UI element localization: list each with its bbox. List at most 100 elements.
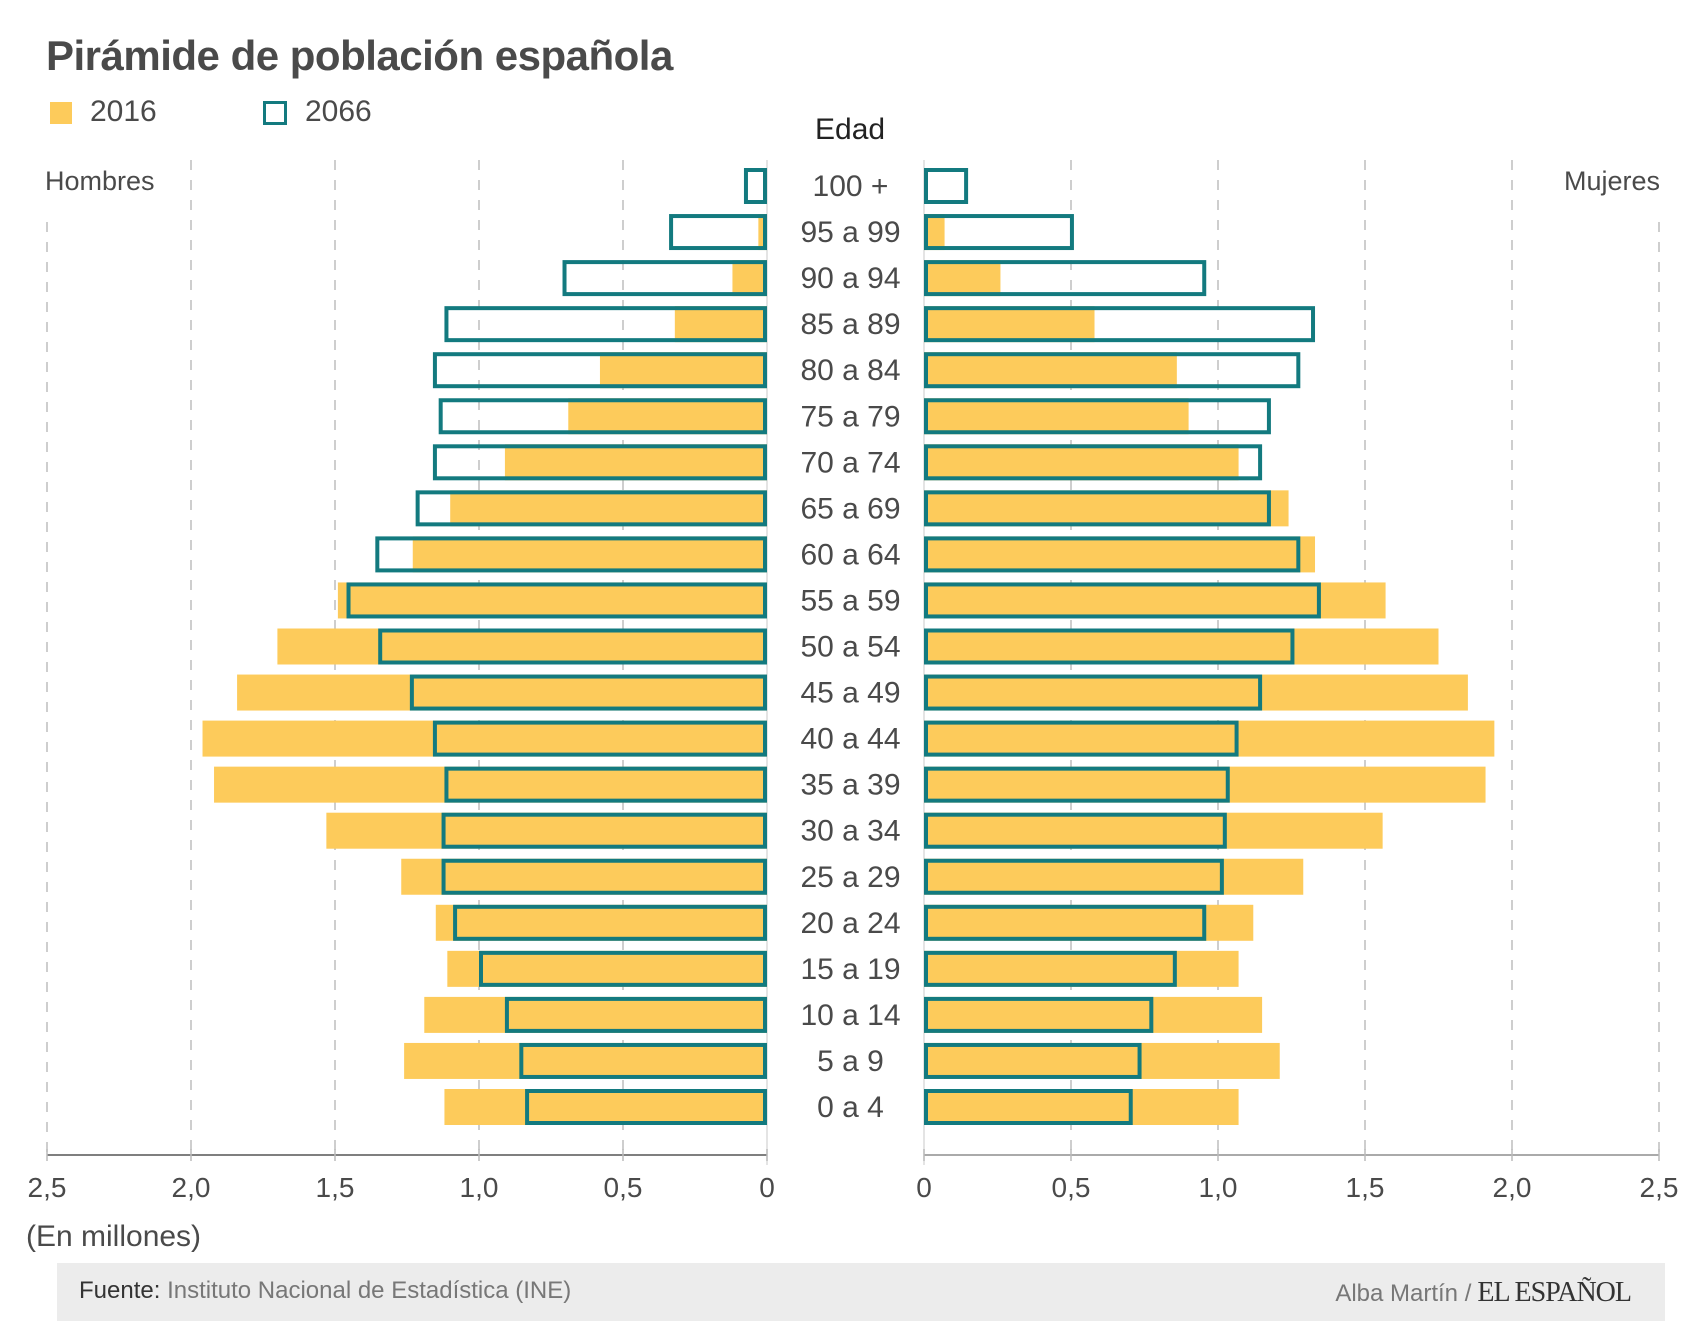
x-tick-label-left: 2,0 (172, 1172, 211, 1203)
bar-men-2066 (441, 858, 767, 895)
bar-women-2066 (924, 766, 1230, 803)
bar-men-2066 (409, 674, 767, 711)
chart-title: Pirámide de población española (46, 32, 673, 79)
bar-women-2066 (924, 306, 1316, 343)
bar-men-2016 (202, 720, 767, 757)
x-tick-label-right: 0 (916, 1172, 932, 1203)
bar-women-2066 (924, 444, 1263, 481)
bar-men-2016 (337, 582, 767, 619)
bar-women-2016 (924, 1089, 1239, 1125)
bar-women-2016 (924, 260, 1001, 297)
bar-women-2016 (924, 214, 945, 251)
axes: 0 0 0,5 0,5 1,0 1,0 1,5 1,5 2,0 2,0 2,5 2,5 (28, 1149, 1679, 1203)
bar-women-2066 (924, 628, 1295, 665)
bar-men-2016 (401, 858, 767, 895)
x-tick-label-left: 0,5 (604, 1172, 643, 1203)
bar-women-2066 (924, 950, 1177, 987)
x-tick-label-right: 1,5 (1346, 1172, 1385, 1203)
bar-men-2066 (432, 444, 767, 481)
bar-women-2016 (924, 444, 1239, 481)
age-group-label: 65 a 69 (800, 492, 900, 525)
bar-women-2016 (924, 720, 1495, 757)
footer-source: Fuente: Instituto Nacional de Estadístic… (79, 1277, 571, 1305)
age-group-label: 55 a 59 (800, 584, 900, 617)
bar-men-2066 (415, 490, 767, 527)
bar-women-2066 (924, 674, 1263, 711)
x-tick-label-right: 2,5 (1640, 1172, 1679, 1203)
age-group-label: 80 a 84 (800, 354, 900, 387)
bar-men-2016 (568, 398, 767, 435)
bar-women-2016 (924, 1042, 1280, 1079)
legend-label-2016: 2016 (90, 95, 157, 128)
bar-men-2066 (441, 812, 767, 849)
bar-women-2066 (924, 490, 1271, 527)
bar-women-2016 (924, 766, 1486, 803)
bars (202, 168, 1495, 1125)
x-tick-label-right: 1,0 (1199, 1172, 1238, 1203)
bar-women-2066 (924, 858, 1224, 895)
age-group-label: 10 a 14 (800, 999, 900, 1032)
bar-men-2016 (599, 352, 767, 389)
bar-women-2016 (924, 398, 1189, 435)
bar-women-2066 (924, 352, 1301, 389)
bar-women-2066 (924, 398, 1271, 435)
bar-men-2016 (424, 996, 767, 1033)
bar-men-2066 (743, 168, 768, 204)
age-group-label: 40 a 44 (800, 723, 900, 756)
bar-women-2016 (924, 674, 1468, 711)
bar-women-2066 (924, 582, 1321, 619)
age-group-label: 25 a 29 (800, 861, 900, 894)
x-tick-label-left: 1,0 (460, 1172, 499, 1203)
age-group-label: 30 a 34 (800, 815, 900, 848)
x-tick-label-left: 0 (759, 1172, 775, 1203)
footer: Fuente: Instituto Nacional de Estadístic… (57, 1263, 1665, 1321)
bar-women-2016 (924, 628, 1439, 665)
bar-women-2066 (924, 260, 1207, 297)
age-group-label: 15 a 19 (800, 953, 900, 986)
bar-women-2066 (924, 1089, 1133, 1125)
bar-women-2066 (924, 720, 1239, 757)
footer-credit: Alba Martín / EL ESPAÑOL (1335, 1277, 1632, 1309)
bar-men-2016 (444, 1089, 767, 1125)
bar-men-2066 (519, 1042, 767, 1079)
author-credit: Alba Martín / (1335, 1280, 1472, 1307)
bar-women-2066 (924, 812, 1227, 849)
bar-men-2066 (378, 628, 767, 665)
age-group-label: 20 a 24 (800, 907, 900, 940)
bar-women-2066 (924, 536, 1301, 573)
bar-men-2066 (432, 352, 767, 389)
bar-men-2066 (479, 950, 767, 987)
legend-label-2066: 2066 (305, 95, 372, 128)
population-pyramid-chart: 0 0 0,5 0,5 1,0 1,0 1,5 1,5 2,0 2,0 2,5 2,5 100 + 95… (28, 160, 1679, 1203)
bar-men-2016 (758, 214, 767, 251)
bar-men-2016 (277, 628, 767, 665)
age-group-label: 5 a 9 (817, 1045, 884, 1078)
bar-women-2016 (924, 352, 1177, 389)
age-group-label: 45 a 49 (800, 677, 900, 710)
source-value: Instituto Nacional de Estadística (INE) (167, 1277, 572, 1304)
bar-men-2066 (504, 996, 767, 1033)
bar-men-2016 (450, 490, 767, 527)
bar-women-2016 (924, 996, 1263, 1033)
bar-women-2066 (924, 904, 1207, 941)
bar-men-2066 (375, 536, 767, 573)
x-tick-label-left: 1,5 (316, 1172, 355, 1203)
bar-men-2016 (237, 674, 767, 711)
age-group-label: 60 a 64 (800, 538, 900, 571)
age-group-label: 35 a 39 (800, 769, 900, 802)
bar-men-2066 (432, 720, 767, 757)
bar-women-2016 (924, 812, 1383, 849)
bar-men-2066 (669, 214, 768, 251)
age-group-label: 95 a 99 (800, 216, 900, 249)
bar-women-2016 (924, 536, 1316, 573)
bar-men-2066 (453, 904, 767, 941)
legend-swatch-2016 (50, 102, 72, 124)
bar-women-2066 (924, 1042, 1142, 1079)
bar-men-2066 (444, 306, 767, 343)
labels: 100 + 95 a 99 90 a 94 85 a 89 80 a 84 75 a 79… (800, 170, 900, 1124)
age-group-label: 90 a 94 (800, 262, 900, 295)
age-group-label: 75 a 79 (800, 400, 900, 433)
x-tick-label-right: 0,5 (1052, 1172, 1091, 1203)
bar-women-2016 (924, 306, 1095, 343)
age-group-label: 50 a 54 (800, 631, 900, 664)
